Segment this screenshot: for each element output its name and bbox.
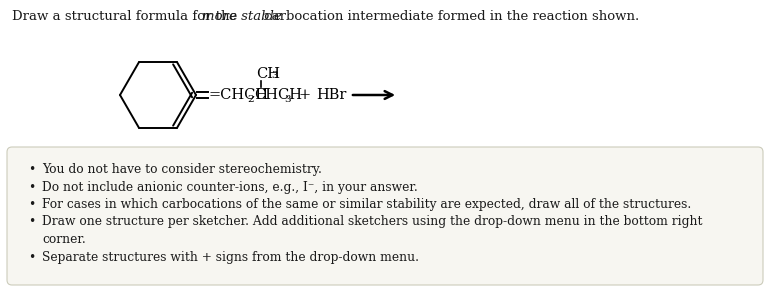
Text: corner.: corner. [42,233,85,246]
Text: CHCH: CHCH [254,88,302,102]
Text: Draw one structure per sketcher. Add additional sketchers using the drop-down me: Draw one structure per sketcher. Add add… [42,216,702,228]
Text: CH: CH [256,67,280,81]
Text: Separate structures with + signs from the drop-down menu.: Separate structures with + signs from th… [42,251,419,263]
Text: Draw a structural formula for the: Draw a structural formula for the [12,10,242,23]
Text: 3: 3 [284,94,290,104]
Text: more stable: more stable [202,10,282,23]
Text: HBr: HBr [316,88,346,102]
Text: •: • [28,198,35,211]
Text: 3: 3 [271,71,278,80]
Text: Do not include anionic counter-ions, e.g., I⁻, in your answer.: Do not include anionic counter-ions, e.g… [42,181,418,193]
Text: 2: 2 [247,94,253,104]
Text: •: • [28,181,35,193]
Text: For cases in which carbocations of the same or similar stability are expected, d: For cases in which carbocations of the s… [42,198,691,211]
Text: •: • [28,251,35,263]
Text: =CHCH: =CHCH [208,88,268,102]
Text: •: • [28,216,35,228]
Text: +: + [298,88,310,102]
Text: carbocation intermediate formed in the reaction shown.: carbocation intermediate formed in the r… [260,10,639,23]
Text: You do not have to consider stereochemistry.: You do not have to consider stereochemis… [42,163,322,176]
FancyBboxPatch shape [7,147,763,285]
Text: •: • [28,163,35,176]
